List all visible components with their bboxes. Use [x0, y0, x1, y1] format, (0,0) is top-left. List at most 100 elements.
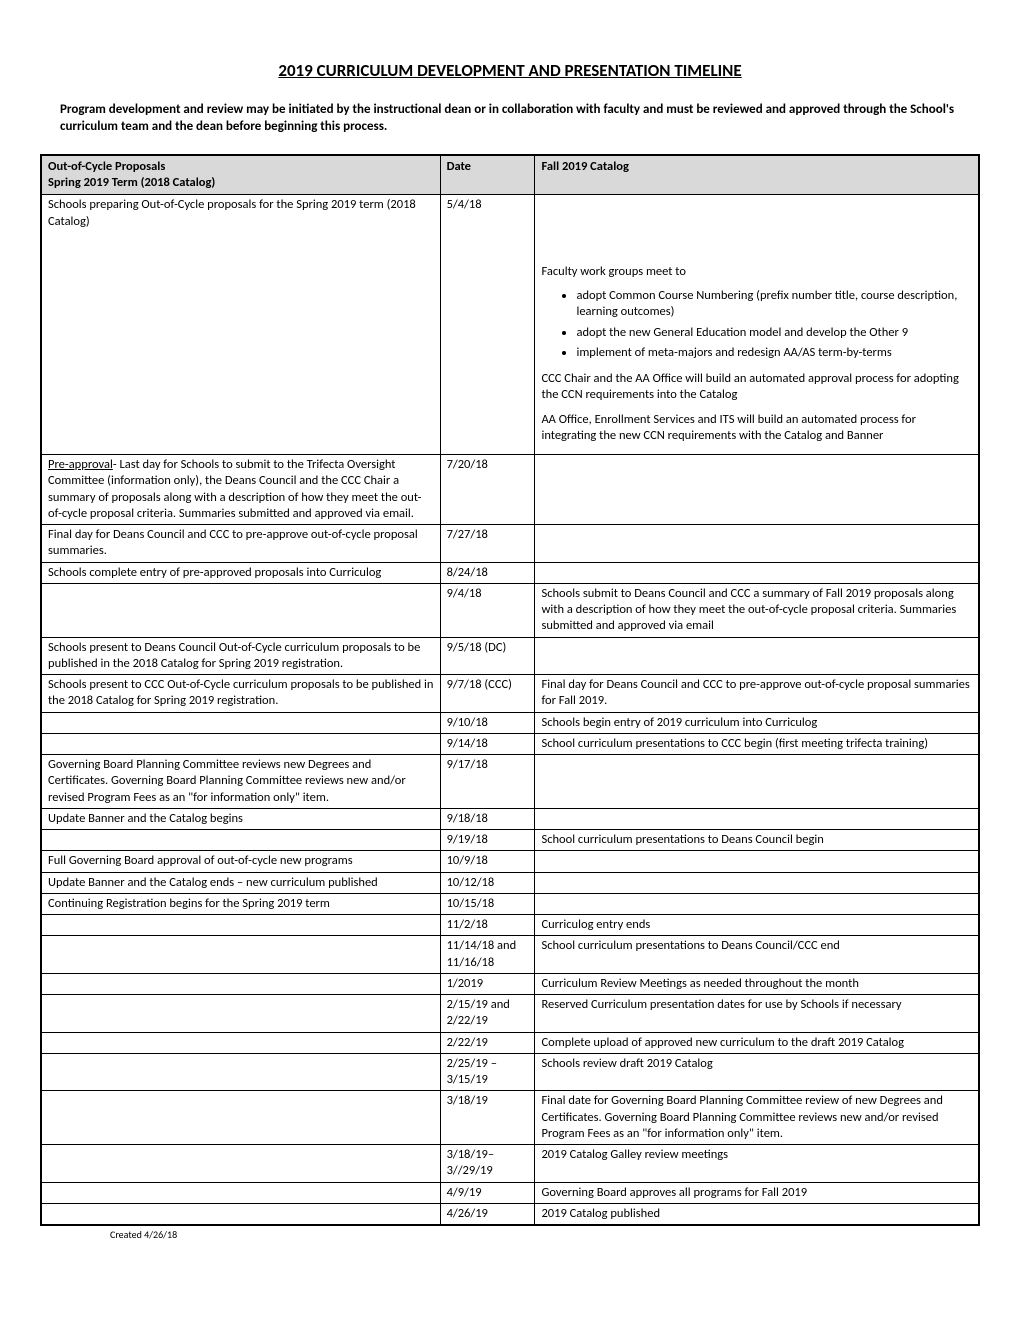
cell-date: 4/9/19 [440, 1182, 535, 1203]
table-row: Schools preparing Out-of-Cycle proposals… [41, 195, 979, 232]
table-row: 11/14/18 and 11/16/18 School curriculum … [41, 936, 979, 974]
cell-right [535, 195, 979, 232]
cell-right [535, 808, 979, 829]
cell-right [535, 893, 979, 914]
cell-left: Update Banner and the Catalog ends – new… [41, 872, 440, 893]
table-row: Schools complete entry of pre-approved p… [41, 562, 979, 583]
table-row: Governing Board Planning Committee revie… [41, 755, 979, 809]
cell-right [535, 455, 979, 525]
cell-left: Final day for Deans Council and CCC to p… [41, 525, 440, 563]
cell-left [41, 583, 440, 637]
cell-right: Schools review draft 2019 Catalog [535, 1053, 979, 1091]
cell-right: Governing Board approves all programs fo… [535, 1182, 979, 1203]
cell-right: Complete upload of approved new curricul… [535, 1032, 979, 1053]
table-row: Faculty work groups meet to adopt Common… [41, 232, 979, 455]
cell-right [535, 755, 979, 809]
preapproval-label: Pre-approval [48, 457, 113, 472]
cell-left [41, 973, 440, 994]
table-row: 3/18/19 Final date for Governing Board P… [41, 1091, 979, 1145]
header-col1-line2: Spring 2019 Term (2018 Catalog) [48, 175, 215, 190]
cell-right: Curriculum Review Meetings as needed thr… [535, 973, 979, 994]
cell-right [535, 872, 979, 893]
header-col2: Date [440, 155, 535, 195]
cell-right: Faculty work groups meet to adopt Common… [535, 232, 979, 455]
cell-left [41, 830, 440, 851]
cell-left [41, 1053, 440, 1091]
cell-left: Update Banner and the Catalog begins [41, 808, 440, 829]
cell-left [41, 733, 440, 754]
cell-left: Continuing Registration begins for the S… [41, 893, 440, 914]
cell-right [535, 562, 979, 583]
cell-date: 9/7/18 (CCC) [440, 675, 535, 713]
table-row: 2/25/19 – 3/15/19 Schools review draft 2… [41, 1053, 979, 1091]
timeline-table: Out-of-Cycle Proposals Spring 2019 Term … [40, 154, 980, 1226]
cell-right [535, 851, 979, 872]
table-row: Update Banner and the Catalog ends – new… [41, 872, 979, 893]
table-row: Final day for Deans Council and CCC to p… [41, 525, 979, 563]
cell-date: 4/26/19 [440, 1203, 535, 1225]
cell-right: Reserved Curriculum presentation dates f… [535, 995, 979, 1033]
table-row: Continuing Registration begins for the S… [41, 893, 979, 914]
cell-right: Schools submit to Deans Council and CCC … [535, 583, 979, 637]
cell-date: 9/19/18 [440, 830, 535, 851]
table-row: 9/14/18 School curriculum presentations … [41, 733, 979, 754]
cell-date: 5/4/18 [440, 195, 535, 232]
table-row: 2/22/19 Complete upload of approved new … [41, 1032, 979, 1053]
bullet-item: adopt Common Course Numbering (prefix nu… [576, 288, 972, 321]
cell-left: Pre-approval- Last day for Schools to su… [41, 455, 440, 525]
cell-left [41, 232, 440, 455]
cell-right: Final day for Deans Council and CCC to p… [535, 675, 979, 713]
cell-left: Schools complete entry of pre-approved p… [41, 562, 440, 583]
bullet-item: implement of meta-majors and redesign AA… [576, 345, 972, 361]
table-row: 3/18/19– 3//29/19 2019 Catalog Galley re… [41, 1145, 979, 1183]
table-row: 4/26/19 2019 Catalog published [41, 1203, 979, 1225]
cell-right [535, 525, 979, 563]
bullet-item: adopt the new General Education model an… [576, 325, 972, 341]
cell-right: School curriculum presentations to Deans… [535, 936, 979, 974]
cell-date: 3/18/19 [440, 1091, 535, 1145]
cell-left: Governing Board Planning Committee revie… [41, 755, 440, 809]
cell-right: School curriculum presentations to CCC b… [535, 733, 979, 754]
header-row: Out-of-Cycle Proposals Spring 2019 Term … [41, 155, 979, 195]
table-row: 9/10/18 Schools begin entry of 2019 curr… [41, 712, 979, 733]
para-aa: AA Office, Enrollment Services and ITS w… [541, 412, 972, 445]
cell-date: 9/17/18 [440, 755, 535, 809]
cell-left: Full Governing Board approval of out-of-… [41, 851, 440, 872]
table-row: Schools present to CCC Out-of-Cycle curr… [41, 675, 979, 713]
cell-date: 7/20/18 [440, 455, 535, 525]
cell-date: 2/25/19 – 3/15/19 [440, 1053, 535, 1091]
cell-date: 2/15/19 and 2/22/19 [440, 995, 535, 1033]
cell-date: 9/4/18 [440, 583, 535, 637]
cell-left [41, 995, 440, 1033]
bullet-list: adopt Common Course Numbering (prefix nu… [576, 288, 972, 361]
cell-right: Schools begin entry of 2019 curriculum i… [535, 712, 979, 733]
cell-date: 1/2019 [440, 973, 535, 994]
cell-date: 11/2/18 [440, 915, 535, 936]
cell-left [41, 1182, 440, 1203]
cell-date: 11/14/18 and 11/16/18 [440, 936, 535, 974]
table-row: 9/19/18 School curriculum presentations … [41, 830, 979, 851]
cell-left: Schools present to Deans Council Out-of-… [41, 637, 440, 675]
table-row: Schools present to Deans Council Out-of-… [41, 637, 979, 675]
cell-left [41, 915, 440, 936]
cell-right [535, 637, 979, 675]
header-col3: Fall 2019 Catalog [535, 155, 979, 195]
table-row: Update Banner and the Catalog begins 9/1… [41, 808, 979, 829]
cell-left [41, 936, 440, 974]
page-title: 2019 CURRICULUM DEVELOPMENT AND PRESENTA… [40, 60, 980, 82]
cell-date: 9/14/18 [440, 733, 535, 754]
cell-left: Schools present to CCC Out-of-Cycle curr… [41, 675, 440, 713]
cell-right: 2019 Catalog Galley review meetings [535, 1145, 979, 1183]
cell-date: 9/10/18 [440, 712, 535, 733]
cell-right: School curriculum presentations to Deans… [535, 830, 979, 851]
header-col1: Out-of-Cycle Proposals Spring 2019 Term … [41, 155, 440, 195]
cell-left [41, 1203, 440, 1225]
table-row: Pre-approval- Last day for Schools to su… [41, 455, 979, 525]
table-row: 11/2/18 Curriculog entry ends [41, 915, 979, 936]
cell-date: 3/18/19– 3//29/19 [440, 1145, 535, 1183]
cell-date: 10/9/18 [440, 851, 535, 872]
header-col1-line1: Out-of-Cycle Proposals [48, 159, 165, 174]
cell-left [41, 1091, 440, 1145]
footnote: Created 4/26/18 [110, 1228, 980, 1241]
cell-date [440, 232, 535, 455]
